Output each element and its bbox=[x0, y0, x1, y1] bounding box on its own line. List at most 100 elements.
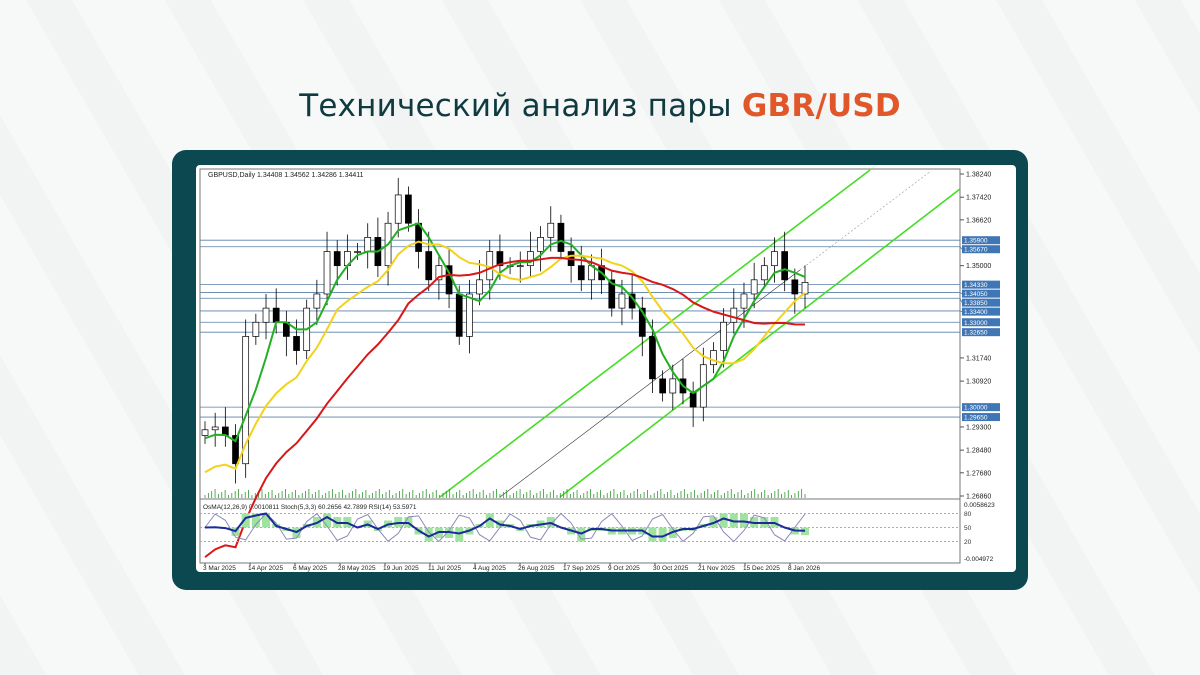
candle-body bbox=[557, 222, 565, 252]
channel-median-extension bbox=[799, 170, 932, 271]
candle-body bbox=[781, 251, 789, 281]
osma-bar bbox=[719, 513, 728, 528]
osma-bar bbox=[262, 513, 271, 528]
level-tag bbox=[962, 318, 1000, 327]
x-tick-label: 14 Apr 2025 bbox=[248, 565, 283, 572]
y-tick-label: 1.31740 bbox=[966, 355, 991, 362]
candle-body bbox=[608, 279, 616, 309]
stochastic-line bbox=[204, 512, 806, 543]
x-tick-label: 19 Jun 2025 bbox=[383, 565, 419, 572]
osma-bar bbox=[801, 527, 809, 536]
candle-body bbox=[750, 279, 758, 295]
title-main: Технический анализ пары bbox=[299, 88, 732, 124]
candle-body bbox=[649, 336, 656, 380]
level-label: 1.34330 bbox=[964, 282, 988, 289]
candle-body bbox=[689, 392, 697, 408]
candle-body bbox=[791, 279, 799, 295]
osc-max-label: 0.0058623 bbox=[964, 502, 995, 509]
level-label: 1.29650 bbox=[964, 415, 988, 422]
x-tick-label: 30 Oct 2025 bbox=[653, 565, 689, 572]
level-label: 1.33850 bbox=[964, 300, 988, 307]
osc-min-label: -0.004972 bbox=[964, 556, 994, 563]
candle-body bbox=[455, 293, 463, 337]
candle-body bbox=[405, 194, 412, 224]
osc-level-label: 80 bbox=[964, 511, 972, 518]
x-tick-label: 8 Jan 2026 bbox=[788, 565, 821, 572]
candle-body bbox=[730, 307, 738, 323]
candle-body bbox=[252, 321, 260, 337]
moving-average-line bbox=[204, 240, 806, 474]
level-tag bbox=[962, 236, 1000, 245]
x-tick-label: 4 Aug 2025 bbox=[473, 565, 506, 572]
price-chart[interactable]: GBPUSD,Daily 1.34408 1.34562 1.34286 1.3… bbox=[196, 165, 1016, 572]
level-connector bbox=[959, 246, 963, 250]
osc-level-label: 50 bbox=[964, 525, 972, 532]
osma-bar bbox=[424, 527, 433, 542]
level-connector bbox=[959, 310, 963, 313]
osc-level-label: 20 bbox=[964, 539, 972, 546]
y-tick-label: 1.30920 bbox=[966, 379, 991, 386]
y-tick-label: 1.26860 bbox=[966, 494, 991, 501]
page-title: Технический анализ пары GBR/USD bbox=[0, 88, 1200, 124]
candle-body bbox=[710, 350, 717, 366]
title-accent: GBR/USD bbox=[741, 88, 901, 124]
plot-border bbox=[199, 168, 961, 564]
candle-body bbox=[466, 293, 473, 337]
y-tick-label: 1.37420 bbox=[966, 195, 991, 202]
candle-body bbox=[262, 307, 270, 323]
level-label: 1.33400 bbox=[964, 309, 988, 316]
x-tick-label: 9 Oct 2025 bbox=[608, 565, 640, 572]
candle-body bbox=[720, 321, 727, 351]
level-tag bbox=[962, 280, 1000, 289]
level-tag bbox=[962, 403, 1000, 412]
osma-bar bbox=[241, 513, 250, 528]
candle-body bbox=[771, 251, 778, 267]
x-tick-label: 6 May 2025 bbox=[293, 565, 327, 572]
candle-body bbox=[740, 293, 748, 309]
y-tick-label: 1.29300 bbox=[966, 424, 991, 431]
candle-body bbox=[435, 265, 443, 281]
candle-body bbox=[272, 307, 280, 323]
level-label: 1.32650 bbox=[964, 330, 988, 337]
moving-average-line bbox=[204, 256, 806, 558]
candle-body bbox=[242, 336, 250, 465]
candle-body bbox=[293, 336, 300, 351]
osma-bar bbox=[648, 527, 657, 542]
candle-body bbox=[547, 222, 555, 238]
level-label: 1.34050 bbox=[964, 291, 988, 298]
candle-body bbox=[638, 307, 646, 337]
level-label: 1.30000 bbox=[964, 405, 988, 412]
candle-body bbox=[760, 265, 768, 281]
osma-bar bbox=[485, 513, 494, 528]
x-tick-label: 21 Nov 2025 bbox=[698, 565, 735, 572]
candle-body bbox=[516, 265, 524, 268]
level-tag bbox=[962, 298, 1000, 307]
osma-bar bbox=[323, 513, 332, 528]
x-tick-label: 17 Sep 2025 bbox=[563, 565, 600, 572]
candle-body bbox=[211, 426, 219, 431]
candle-body bbox=[354, 251, 361, 253]
moving-average-line bbox=[204, 222, 806, 443]
candle-body bbox=[801, 282, 809, 295]
candle-body bbox=[537, 237, 544, 252]
candle-body bbox=[201, 429, 209, 436]
candle-body bbox=[659, 378, 666, 394]
candle-body bbox=[323, 251, 331, 295]
x-tick-label: 3 Mar 2025 bbox=[203, 565, 236, 572]
level-tag bbox=[962, 245, 1000, 254]
candle-body bbox=[476, 279, 483, 295]
candle-body bbox=[496, 251, 504, 267]
candle-body bbox=[232, 435, 239, 465]
y-tick-label: 1.36620 bbox=[966, 217, 991, 224]
candle-body bbox=[669, 378, 677, 394]
level-tag bbox=[962, 328, 1000, 337]
osma-bar bbox=[658, 527, 667, 542]
y-tick-label: 1.35000 bbox=[966, 263, 991, 270]
level-connector bbox=[959, 292, 963, 294]
candle-body bbox=[527, 251, 534, 267]
chart-panel: GBPUSD,Daily 1.34408 1.34562 1.34286 1.3… bbox=[196, 165, 1016, 572]
candle-body bbox=[313, 293, 321, 309]
candle-body bbox=[577, 265, 585, 281]
rsi-line bbox=[204, 512, 806, 538]
x-tick-label: 15 Dec 2025 bbox=[743, 565, 780, 572]
